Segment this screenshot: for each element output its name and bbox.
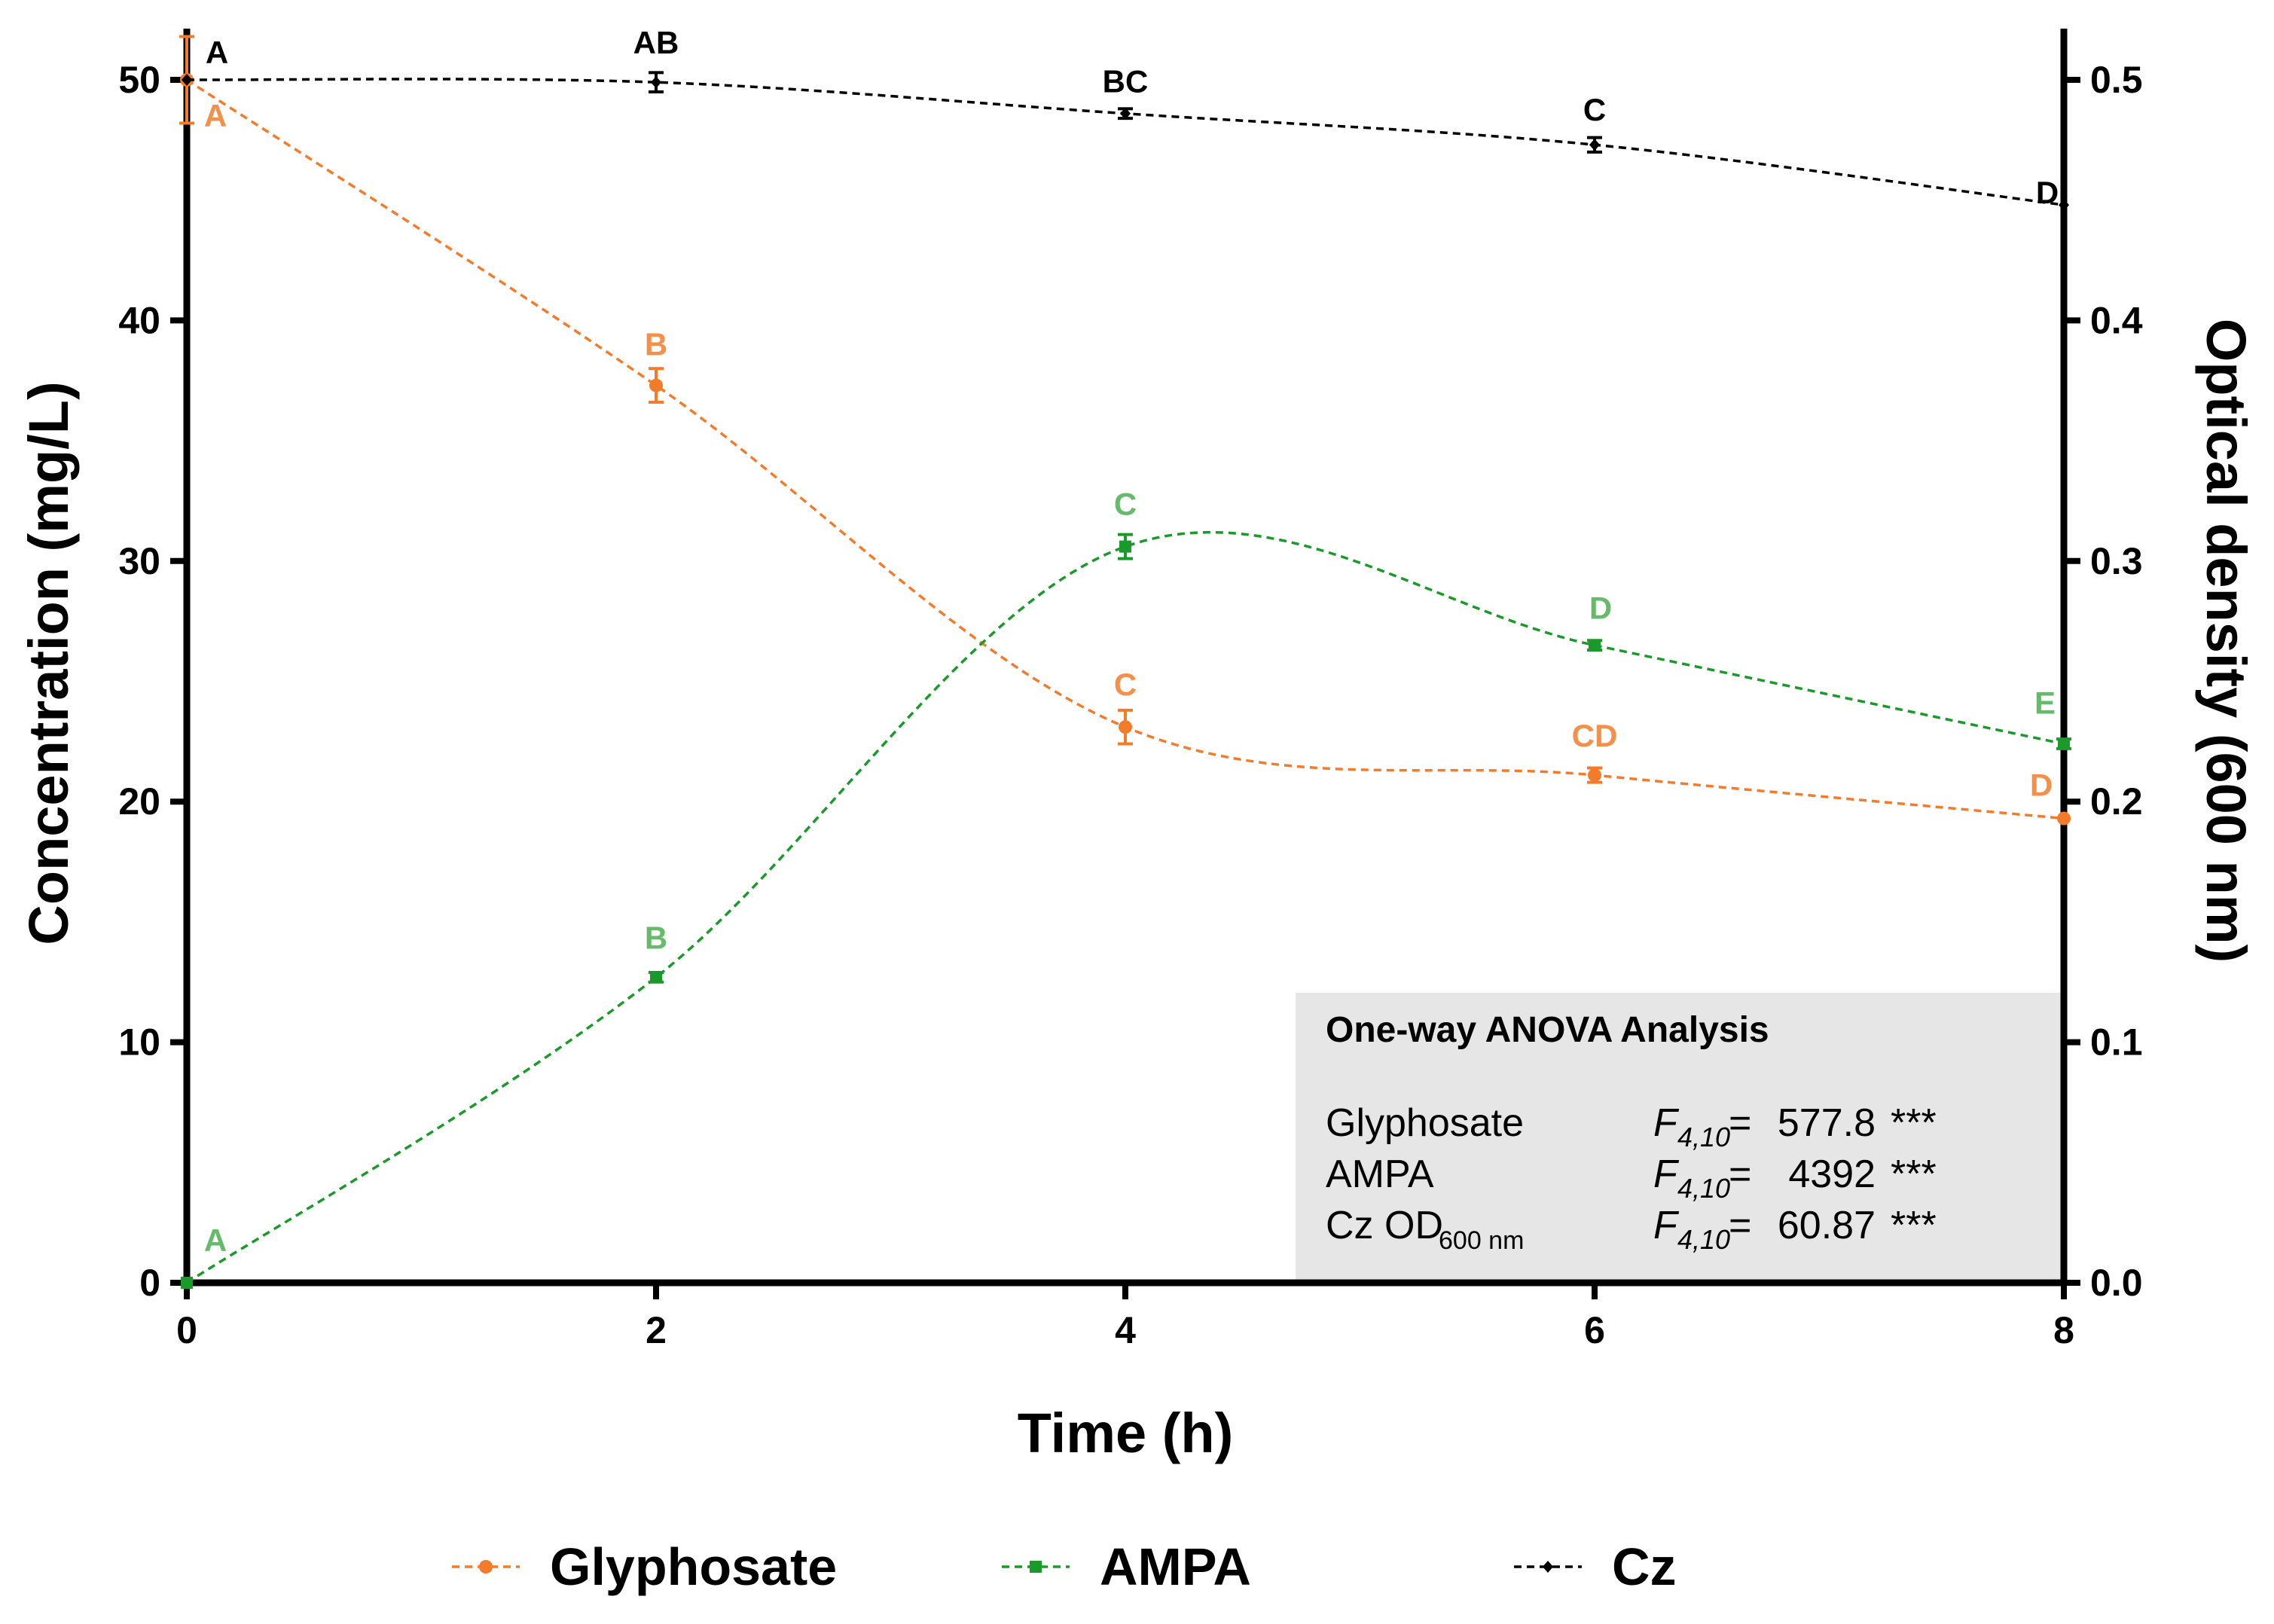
y-left-tick-label: 30 (118, 540, 160, 582)
y-left-tick-label: 0 (139, 1262, 160, 1304)
anova-row-label: Cz OD (1326, 1204, 1443, 1247)
data-point (1119, 720, 1132, 734)
data-point (649, 378, 663, 392)
x-axis-title: Time (h) (1018, 1402, 1233, 1464)
significance-letter: E (2034, 685, 2056, 721)
significance-letter: C (1583, 92, 1606, 127)
y-left-tick-label: 10 (118, 1021, 160, 1064)
axes-layer: 0 2 4 6 8 0 10 20 30 40 50 0.0 0.1 0.2 0.3 0.4 0.5 Time (… (17, 29, 2257, 1464)
data-point (2057, 811, 2071, 826)
data-point (1030, 1561, 1042, 1573)
anova-value: 60.87 (1778, 1204, 1876, 1247)
anova-equals: = (1729, 1152, 1751, 1196)
data-point (1119, 540, 1131, 553)
significance-letter: CD (1572, 718, 1618, 753)
x-tick-label: 8 (2053, 1309, 2074, 1351)
legend-label-glyphosate: Glyphosate (550, 1537, 837, 1596)
anova-row-label: Glyphosate (1326, 1101, 1524, 1145)
y-right-tick-label: 0.5 (2090, 59, 2143, 101)
anova-equals: = (1729, 1101, 1751, 1145)
anova-stat-df: 4,10 (1677, 1122, 1730, 1152)
data-point (479, 1560, 493, 1574)
y-right-tick-label: 0.3 (2090, 540, 2143, 582)
significance-letter: A (204, 98, 227, 133)
x-tick-label: 6 (1584, 1309, 1605, 1351)
data-point (651, 76, 661, 89)
x-tick-label: 2 (646, 1309, 667, 1351)
significance-letter: D (1589, 591, 1612, 626)
significance-letter: B (645, 920, 667, 955)
anova-significance: *** (1891, 1204, 1937, 1247)
data-point (1588, 768, 1601, 783)
data-point (181, 1277, 193, 1289)
anova-stat-symbol: F (1653, 1152, 1680, 1196)
data-point (182, 74, 192, 86)
anova-equals: = (1729, 1204, 1751, 1247)
anova-title: One-way ANOVA Analysis (1326, 1010, 1769, 1050)
significance-letter: D (2030, 768, 2053, 803)
anova-stat-symbol: F (1653, 1204, 1680, 1247)
data-point (1120, 107, 1131, 120)
significance-letter: C (1114, 667, 1137, 702)
series-layer (179, 35, 2071, 1289)
data-point (650, 971, 662, 984)
data-point (2059, 199, 2069, 212)
significance-letter: A (204, 1223, 227, 1258)
significance-letter: BC (1103, 64, 1149, 99)
y-right-tick-label: 0.0 (2090, 1262, 2143, 1304)
anova-row-label: AMPA (1326, 1152, 1434, 1196)
anova-box (1296, 993, 2064, 1283)
anova-stat-df: 4,10 (1677, 1173, 1730, 1204)
anova-significance: *** (1891, 1101, 1937, 1145)
y-right-tick-label: 0.2 (2090, 780, 2143, 823)
y-right-tick-label: 0.1 (2090, 1021, 2143, 1064)
anova-significance: *** (1891, 1152, 1937, 1196)
series-line-ampa (186, 530, 2065, 1284)
significance-letter: B (645, 327, 667, 362)
y-left-tick-label: 50 (118, 59, 160, 101)
data-point (2058, 737, 2070, 750)
data-point (1589, 139, 1600, 151)
y-axis-left-title: Concentration (mg/L) (17, 381, 80, 945)
anova-stat-df: 4,10 (1677, 1224, 1730, 1255)
x-tick-label: 4 (1115, 1309, 1136, 1351)
x-tick-label: 0 (176, 1309, 197, 1351)
y-left-tick-label: 20 (118, 780, 160, 823)
significance-letter: D (2036, 175, 2059, 210)
anova-value: 577.8 (1778, 1101, 1876, 1145)
data-point (1589, 639, 1601, 652)
y-axis-right-title: Optical density (600 nm) (2195, 319, 2257, 963)
legend-label-ampa: AMPA (1100, 1537, 1251, 1596)
anova-row-label-sub: 600 nm (1439, 1226, 1524, 1255)
legend: Glyphosate AMPA Cz (452, 1537, 1677, 1596)
significance-letter: AB (633, 25, 679, 60)
legend-label-cz: Cz (1612, 1537, 1677, 1596)
y-left-tick-label: 40 (118, 299, 160, 341)
data-point (1543, 1561, 1553, 1573)
series-line-glyphosate (186, 78, 2065, 820)
anova-stat-symbol: F (1653, 1101, 1680, 1145)
significance-letter: A (206, 35, 228, 70)
significance-letter: C (1114, 487, 1137, 522)
y-right-tick-label: 0.4 (2090, 299, 2143, 341)
anova-value: 4392 (1788, 1152, 1876, 1196)
